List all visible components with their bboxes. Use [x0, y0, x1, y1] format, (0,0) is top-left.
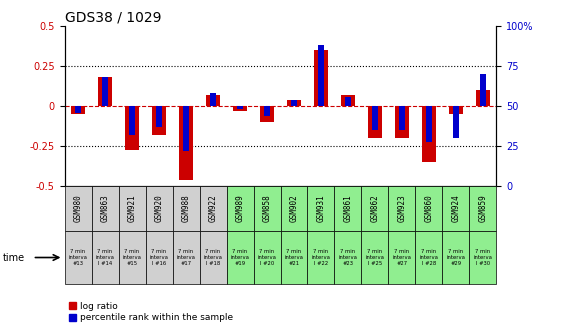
Text: GSM924: GSM924: [452, 195, 461, 222]
Text: GSM863: GSM863: [100, 195, 109, 222]
Bar: [389, 186, 416, 231]
Text: GSM980: GSM980: [73, 195, 82, 222]
Bar: [227, 186, 254, 231]
Bar: [210, 94, 217, 106]
Bar: [264, 106, 270, 116]
Bar: [476, 90, 490, 106]
Bar: [65, 186, 91, 231]
Text: 7 min
interva
l #30: 7 min interva l #30: [473, 249, 493, 266]
Bar: [237, 106, 243, 110]
Text: time: time: [3, 252, 25, 263]
Text: GSM902: GSM902: [289, 195, 298, 222]
Text: GSM988: GSM988: [182, 195, 191, 222]
Bar: [173, 186, 200, 231]
Bar: [280, 231, 307, 284]
Text: GSM861: GSM861: [343, 195, 352, 222]
Bar: [453, 106, 459, 138]
Bar: [389, 231, 416, 284]
Bar: [344, 97, 351, 106]
Bar: [183, 106, 190, 151]
Text: 7 min
interva
l #14: 7 min interva l #14: [95, 249, 114, 266]
Text: 7 min
interva
l #25: 7 min interva l #25: [366, 249, 384, 266]
Bar: [416, 186, 443, 231]
Bar: [318, 45, 324, 106]
Bar: [394, 106, 410, 138]
Bar: [443, 186, 470, 231]
Bar: [91, 186, 118, 231]
Bar: [260, 106, 274, 122]
Bar: [102, 77, 108, 106]
Bar: [151, 106, 167, 135]
Bar: [125, 106, 140, 149]
Bar: [254, 231, 280, 284]
Bar: [470, 231, 496, 284]
Bar: [287, 100, 301, 106]
Bar: [341, 95, 356, 106]
Text: GSM921: GSM921: [127, 195, 136, 222]
Bar: [307, 186, 334, 231]
Text: GSM859: GSM859: [479, 195, 488, 222]
Bar: [145, 186, 173, 231]
Text: GSM862: GSM862: [370, 195, 379, 222]
Text: 7 min
interva
l #22: 7 min interva l #22: [311, 249, 330, 266]
Bar: [371, 106, 378, 130]
Text: 7 min
interva
#21: 7 min interva #21: [284, 249, 304, 266]
Bar: [118, 231, 145, 284]
Text: GDS38 / 1029: GDS38 / 1029: [65, 11, 161, 25]
Text: GSM860: GSM860: [425, 195, 434, 222]
Text: 7 min
interva
l #28: 7 min interva l #28: [420, 249, 439, 266]
Text: 7 min
interva
l #20: 7 min interva l #20: [257, 249, 277, 266]
Text: 7 min
interva
#19: 7 min interva #19: [231, 249, 250, 266]
Bar: [291, 100, 297, 106]
Bar: [178, 106, 194, 180]
Bar: [470, 186, 496, 231]
Bar: [91, 231, 118, 284]
Text: 7 min
interva
#13: 7 min interva #13: [68, 249, 88, 266]
Bar: [128, 106, 135, 135]
Text: GSM858: GSM858: [263, 195, 272, 222]
Text: 7 min
interva
#29: 7 min interva #29: [447, 249, 466, 266]
Bar: [314, 50, 328, 106]
Bar: [443, 231, 470, 284]
Text: 7 min
interva
l #18: 7 min interva l #18: [204, 249, 223, 266]
Text: GSM922: GSM922: [209, 195, 218, 222]
Bar: [98, 77, 112, 106]
Bar: [449, 106, 463, 114]
Bar: [307, 231, 334, 284]
Bar: [480, 74, 486, 106]
Bar: [71, 106, 85, 114]
Text: 7 min
interva
#23: 7 min interva #23: [338, 249, 357, 266]
Bar: [200, 186, 227, 231]
Bar: [145, 231, 173, 284]
Bar: [399, 106, 406, 130]
Bar: [361, 186, 388, 231]
Bar: [334, 231, 361, 284]
Text: GSM923: GSM923: [398, 195, 407, 222]
Text: GSM989: GSM989: [236, 195, 245, 222]
Text: GSM931: GSM931: [316, 195, 325, 222]
Bar: [65, 231, 91, 284]
Bar: [426, 106, 433, 142]
Text: 7 min
interva
#27: 7 min interva #27: [393, 249, 411, 266]
Bar: [334, 186, 361, 231]
Text: GSM920: GSM920: [154, 195, 163, 222]
Bar: [75, 106, 81, 113]
Bar: [254, 186, 280, 231]
Bar: [361, 231, 388, 284]
Legend: log ratio, percentile rank within the sample: log ratio, percentile rank within the sa…: [69, 302, 233, 322]
Bar: [227, 231, 254, 284]
Text: 7 min
interva
l #16: 7 min interva l #16: [150, 249, 168, 266]
Bar: [367, 106, 383, 138]
Bar: [155, 106, 162, 127]
Bar: [421, 106, 436, 163]
Bar: [200, 231, 227, 284]
Bar: [280, 186, 307, 231]
Text: 7 min
interva
#17: 7 min interva #17: [177, 249, 195, 266]
Bar: [205, 95, 220, 106]
Text: 7 min
interva
#15: 7 min interva #15: [122, 249, 141, 266]
Bar: [118, 186, 145, 231]
Bar: [173, 231, 200, 284]
Bar: [416, 231, 443, 284]
Bar: [233, 106, 247, 111]
